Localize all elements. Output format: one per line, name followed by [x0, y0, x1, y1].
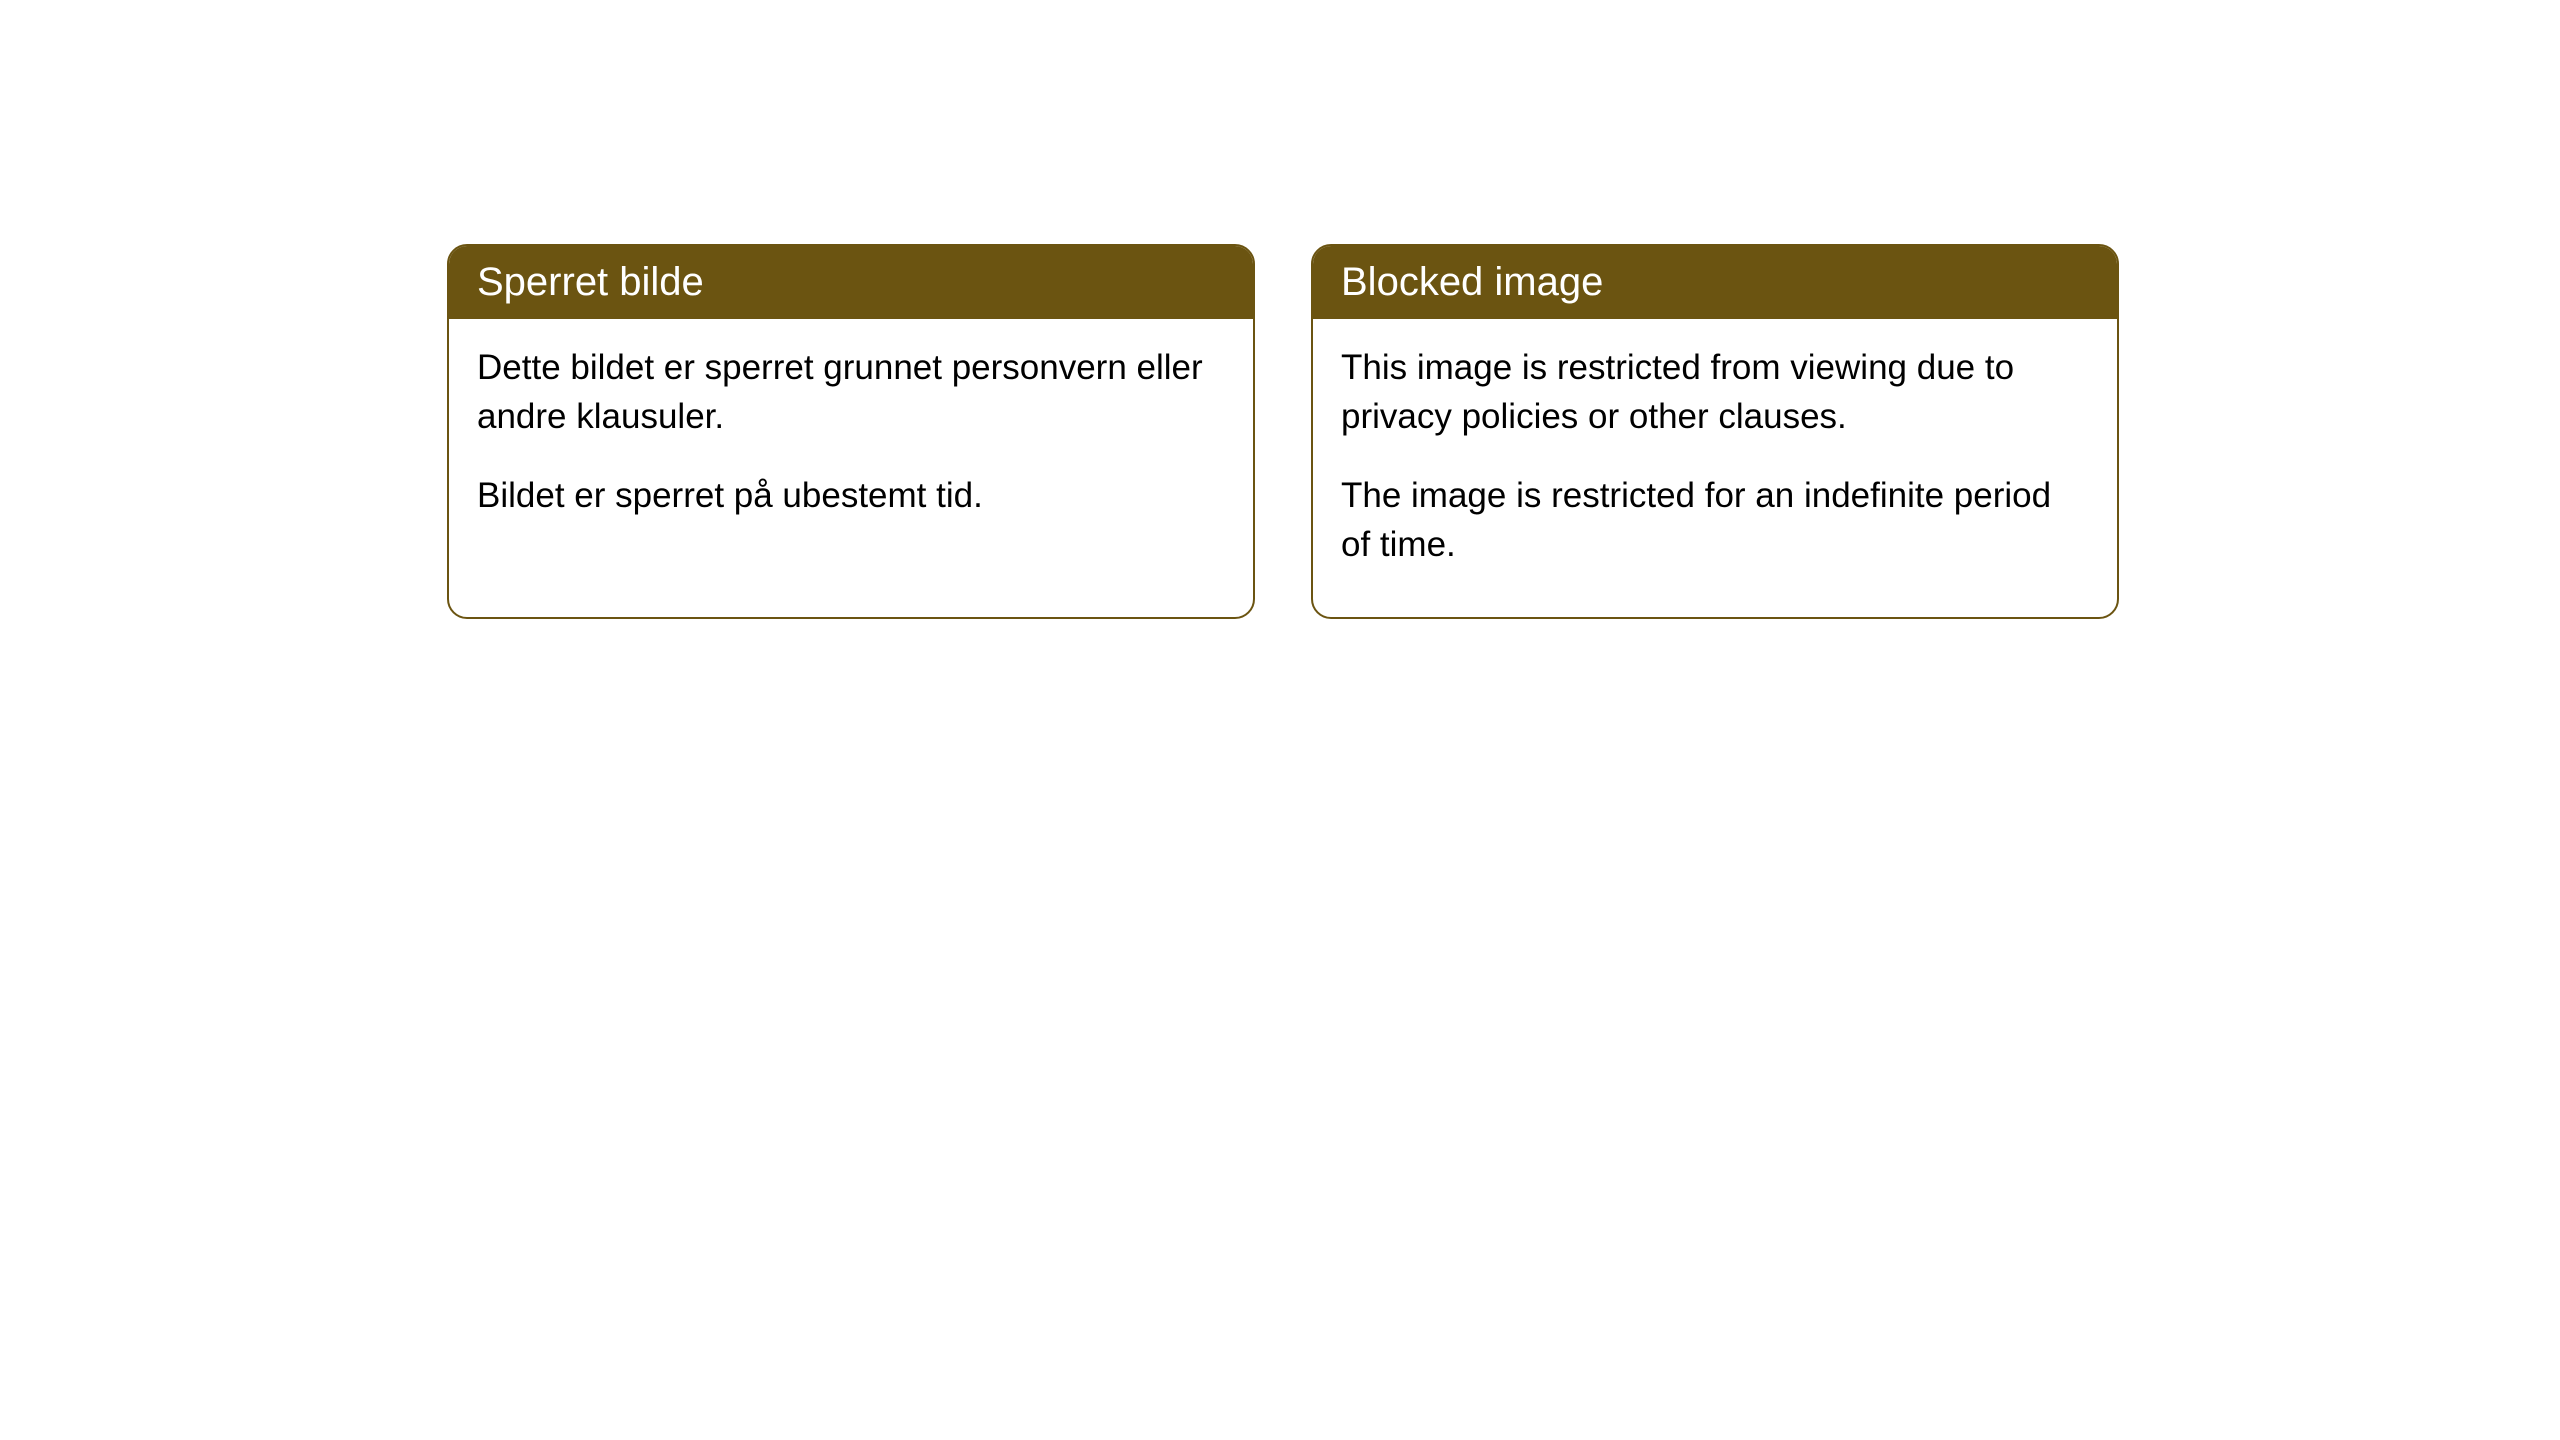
blocked-image-card-english: Blocked image This image is restricted f… [1311, 244, 2119, 619]
card-body: Dette bildet er sperret grunnet personve… [449, 319, 1253, 568]
card-paragraph: This image is restricted from viewing du… [1341, 343, 2089, 441]
card-body: This image is restricted from viewing du… [1313, 319, 2117, 617]
card-paragraph: The image is restricted for an indefinit… [1341, 471, 2089, 569]
card-paragraph: Dette bildet er sperret grunnet personve… [477, 343, 1225, 441]
card-paragraph: Bildet er sperret på ubestemt tid. [477, 471, 1225, 520]
card-header: Blocked image [1313, 246, 2117, 319]
card-header: Sperret bilde [449, 246, 1253, 319]
notice-container: Sperret bilde Dette bildet er sperret gr… [0, 0, 2560, 619]
blocked-image-card-norwegian: Sperret bilde Dette bildet er sperret gr… [447, 244, 1255, 619]
